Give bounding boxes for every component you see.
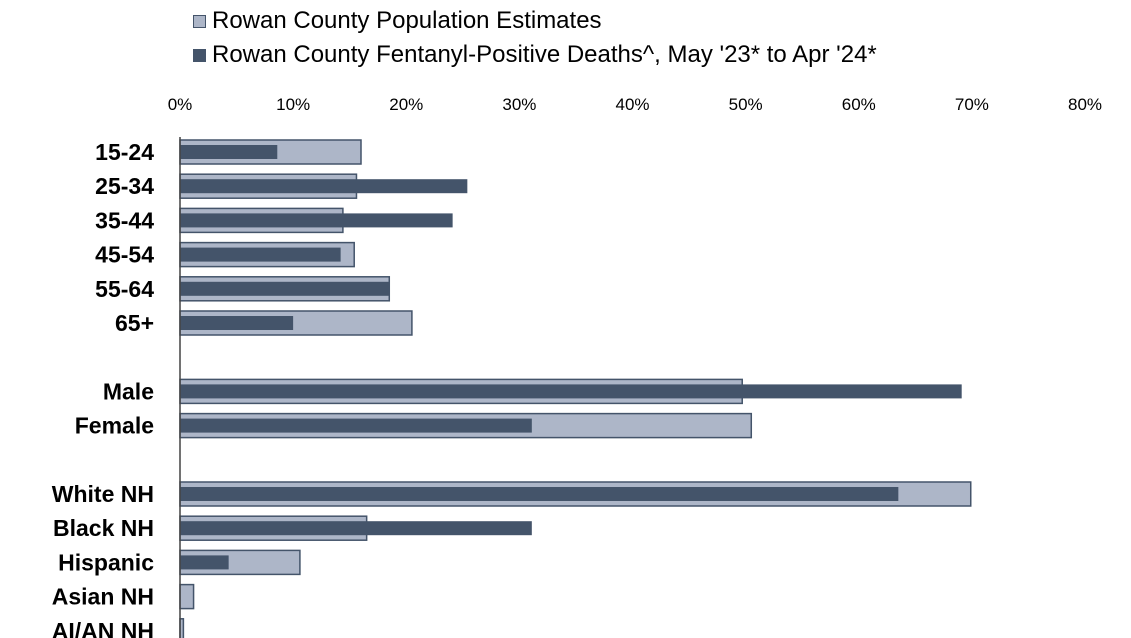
bar-deaths-35-44: [180, 213, 453, 228]
bar-population-hispanic: [179, 549, 301, 576]
category-label-45-54: 45-54: [95, 242, 154, 268]
category-label-65: 65+: [115, 310, 154, 336]
bar-deaths-female: [180, 418, 532, 433]
x-tick-label-40: 40%: [615, 95, 649, 114]
legend-label-deaths: Rowan County Fentanyl-Positive Deaths^, …: [212, 41, 877, 68]
category-label-male: Male: [103, 378, 154, 404]
legend-item-deaths: Rowan County Fentanyl-Positive Deaths^, …: [193, 38, 877, 72]
x-tick-label-30: 30%: [502, 95, 536, 114]
category-label-female: Female: [75, 413, 154, 439]
bar-deaths-hispanic: [180, 555, 229, 570]
x-tick-label-50: 50%: [729, 95, 763, 114]
x-tick-label-80: 80%: [1068, 95, 1102, 114]
category-label-hispanic: Hispanic: [58, 549, 154, 575]
bar-deaths-25-34: [180, 179, 468, 194]
category-label-ai-an-nh: AI/AN NH: [52, 618, 154, 638]
legend-swatch-deaths: [193, 48, 206, 62]
bar-population-asian-nh: [179, 583, 195, 610]
bar-deaths-male: [180, 384, 962, 399]
bar-population-65: [179, 310, 413, 336]
legend-swatch-population: [193, 14, 206, 28]
category-label-25-34: 25-34: [95, 173, 154, 199]
bar-deaths-55-64: [180, 281, 390, 296]
bar-deaths-65: [180, 316, 294, 330]
category-label-asian-nh: Asian NH: [52, 584, 154, 610]
category-label-55-64: 55-64: [95, 276, 154, 302]
x-tick-label-0: 0%: [168, 95, 193, 114]
category-label-35-44: 35-44: [95, 207, 154, 233]
x-tick-label-60: 60%: [842, 95, 876, 114]
bar-deaths-black-nh: [180, 521, 532, 536]
x-tick-label-10: 10%: [276, 95, 310, 114]
x-tick-label-20: 20%: [389, 95, 423, 114]
legend: Rowan County Population Estimates Rowan …: [193, 4, 877, 72]
bar-deaths-45-54: [180, 247, 341, 262]
category-label-black-nh: Black NH: [53, 515, 154, 541]
bar-deaths-15-24: [180, 145, 278, 159]
legend-label-population: Rowan County Population Estimates: [212, 7, 602, 34]
category-label-white-nh: White NH: [52, 481, 154, 507]
legend-item-population: Rowan County Population Estimates: [193, 4, 877, 38]
x-tick-label-70: 70%: [955, 95, 989, 114]
category-label-15-24: 15-24: [95, 139, 154, 165]
bar-deaths-white-nh: [180, 487, 899, 501]
